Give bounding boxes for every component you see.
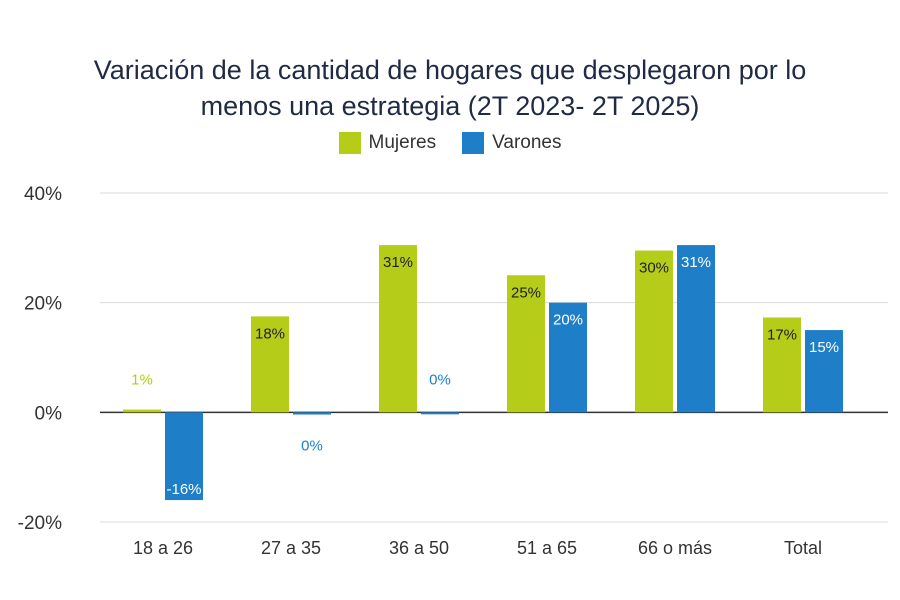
x-category-label: 66 o más	[638, 538, 712, 558]
data-label-varones: 31%	[681, 254, 711, 271]
data-label-varones: 0%	[301, 437, 323, 454]
x-category-label: Total	[784, 538, 822, 558]
bar-varones	[165, 412, 203, 501]
bar-varones	[293, 412, 331, 415]
bar-mujeres	[251, 316, 289, 413]
chart-title-line-2: menos una estrategia (2T 2023- 2T 2025)	[200, 91, 700, 121]
y-tick-label: 20%	[24, 294, 62, 315]
data-label-mujeres: 1%	[131, 371, 153, 388]
data-label-mujeres: 17%	[767, 326, 797, 343]
bar-mujeres	[379, 245, 417, 413]
x-category-label: 18 a 26	[133, 538, 193, 558]
y-tick-label: -20%	[18, 513, 62, 534]
bar-varones	[805, 330, 843, 413]
x-category-label: 36 a 50	[389, 538, 449, 558]
data-label-mujeres: 25%	[511, 284, 541, 301]
bar-varones	[421, 412, 459, 415]
legend-item-varones: Varones	[462, 132, 561, 154]
data-label-mujeres: 30%	[639, 260, 669, 277]
data-label-mujeres: 18%	[255, 325, 285, 342]
chart-legend: Mujeres Varones	[0, 132, 900, 154]
data-label-varones: 15%	[809, 339, 839, 356]
chart-title: Variación de la cantidad de hogares que …	[0, 52, 900, 124]
bar-mujeres	[763, 317, 801, 413]
bar-mujeres	[507, 275, 545, 413]
bar-mujeres	[635, 250, 673, 413]
x-category-label: 27 a 35	[261, 538, 321, 558]
chart-title-line-1: Variación de la cantidad de hogares que …	[93, 55, 807, 85]
y-tick-label: 0%	[35, 403, 63, 424]
legend-item-mujeres: Mujeres	[338, 132, 437, 154]
x-category-label: 51 a 65	[517, 538, 577, 558]
bar-mujeres	[123, 409, 161, 413]
legend-swatch-varones	[462, 132, 485, 154]
bar-varones	[677, 245, 715, 413]
data-label-varones: 20%	[553, 312, 583, 329]
data-label-varones: -16%	[166, 481, 201, 498]
legend-label-varones: Varones	[492, 132, 562, 153]
data-label-varones: 0%	[429, 371, 451, 388]
y-tick-label: 40%	[24, 184, 62, 205]
legend-label-mujeres: Mujeres	[368, 132, 437, 153]
bar-varones	[549, 302, 587, 413]
legend-swatch-mujeres	[338, 132, 361, 154]
data-label-mujeres: 31%	[383, 254, 413, 271]
